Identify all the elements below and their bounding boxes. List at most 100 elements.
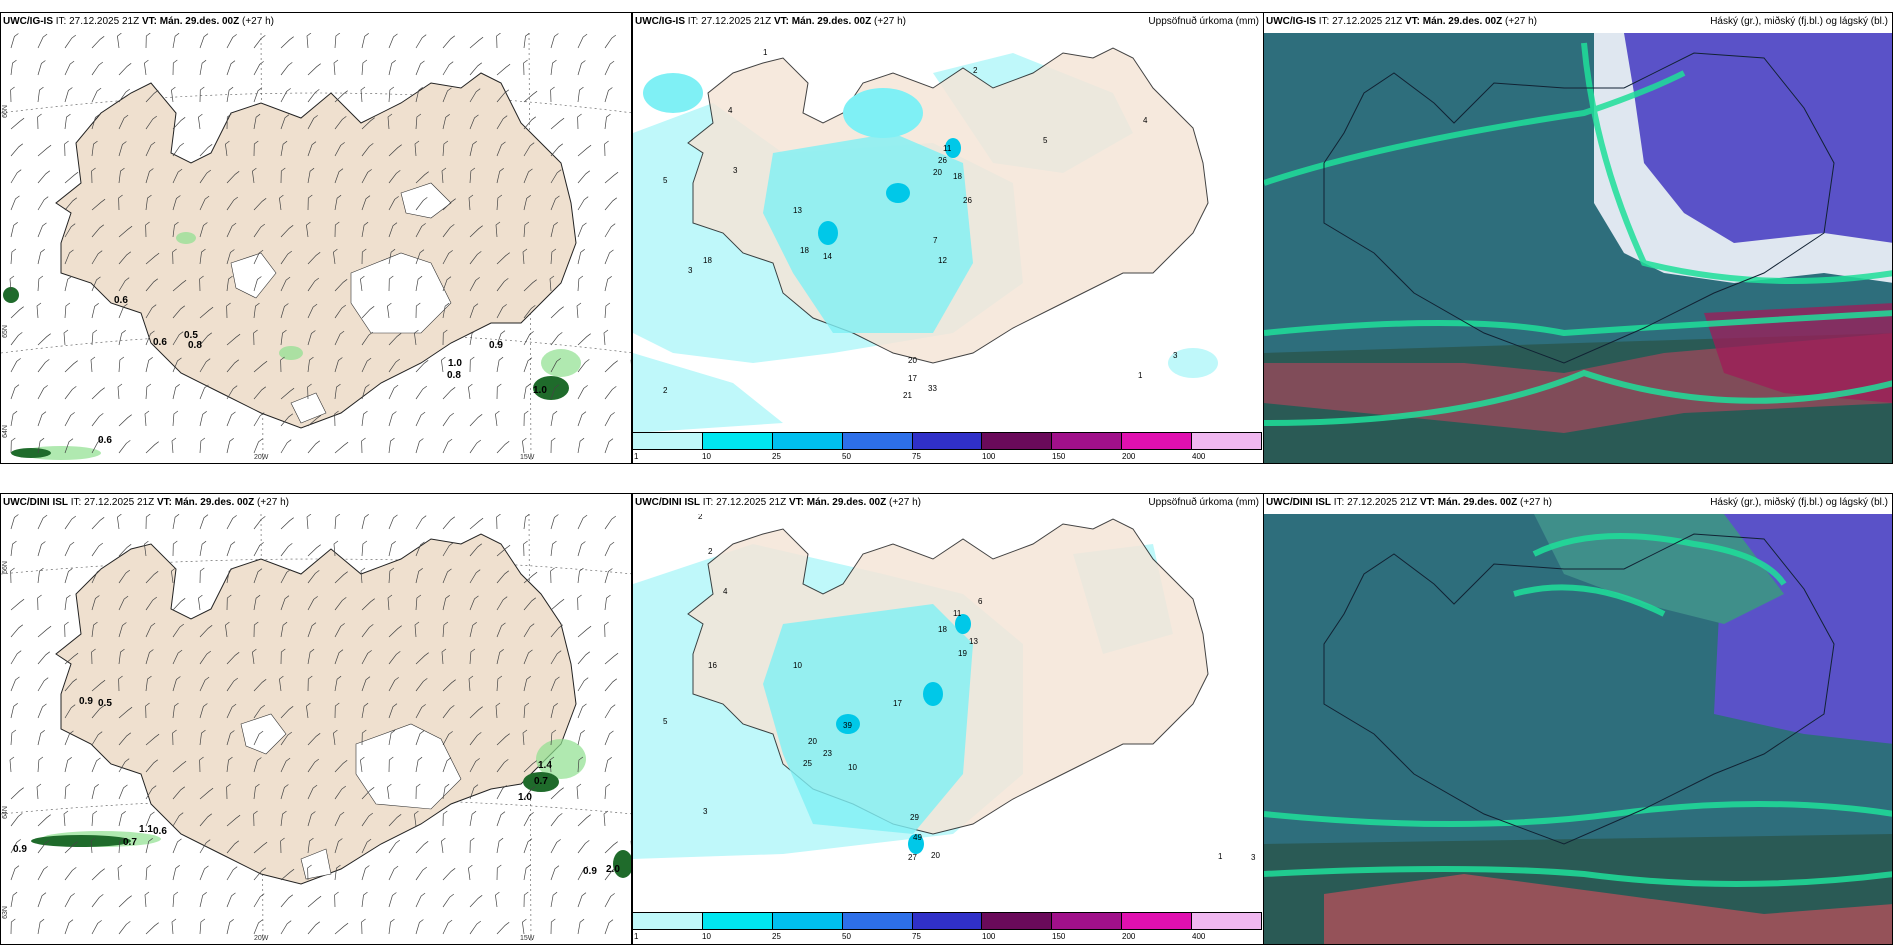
wind-barb: [118, 595, 129, 611]
wind-barb: [604, 113, 611, 130]
wind-barb: [415, 171, 429, 184]
wind-barb: [253, 386, 267, 400]
wind-barb: [172, 248, 177, 265]
wind-barb: [361, 865, 370, 881]
colorbar-segment: [842, 433, 913, 449]
wind-barb: [469, 569, 481, 584]
wind-barb: [117, 33, 122, 49]
wind-barb: [253, 140, 259, 157]
wind-barb: [36, 302, 42, 319]
wind-barb: [388, 275, 394, 292]
wind-barb: [415, 730, 425, 746]
wind-barb: [361, 812, 374, 827]
wind-barb: [442, 198, 456, 211]
wind-barb: [469, 414, 483, 427]
wind-barb: [90, 356, 96, 373]
wind-barb: [442, 87, 452, 103]
wind-barb: [280, 225, 294, 238]
wind-barb: [226, 249, 235, 265]
wind-barb: [604, 360, 618, 373]
wind-barb: [172, 305, 186, 319]
wind-barb: [496, 141, 506, 157]
wind-barb: [253, 542, 264, 557]
colorbar-label: 10: [702, 932, 711, 941]
wind-barb: [145, 33, 151, 49]
wind-barbs: [9, 514, 631, 935]
wind-barb: [118, 758, 130, 773]
wind-barb: [199, 384, 209, 400]
wind-barb: [388, 839, 401, 854]
wind-barb: [334, 90, 348, 103]
wind-barb: [334, 441, 349, 454]
wind-barb: [9, 756, 15, 773]
wind-barb: [496, 383, 502, 400]
wind-barb: [577, 651, 591, 665]
wind-barb: [253, 223, 266, 238]
wind-barb: [388, 625, 402, 638]
wind-barb: [117, 383, 123, 400]
wind-barb: [172, 812, 184, 827]
value-label: 1.1: [139, 824, 153, 835]
colorbar-segment: [633, 913, 703, 929]
wind-barb: [9, 275, 15, 292]
wind-barb: [496, 168, 504, 184]
wind-barb: [199, 787, 214, 800]
wind-barb: [198, 594, 203, 611]
wind-barb: [64, 783, 71, 800]
wind-barb: [360, 567, 366, 584]
wind-barb: [91, 621, 98, 638]
wind-barb: [10, 86, 15, 103]
wind-barb: [496, 837, 504, 854]
wind-barb: [603, 810, 609, 827]
wind-barb: [226, 677, 239, 692]
value-label: 26: [938, 156, 947, 165]
wind-barb: [199, 248, 206, 265]
wind-barb: [145, 864, 152, 881]
wind-barb: [523, 649, 533, 665]
wind-barb: [604, 140, 609, 157]
wind-barb: [496, 759, 509, 773]
colorbar-label: 50: [842, 932, 851, 941]
wind-barb: [523, 838, 533, 854]
value-label: 4: [723, 587, 728, 596]
wind-barb: [37, 437, 45, 454]
wind-barb: [495, 891, 500, 908]
precip-map-bottom: 2 4 5 3 16 10 39 20 25 23 10 29 49 27 20…: [633, 514, 1256, 862]
wind-barb: [441, 356, 446, 373]
colorbar-segment: [772, 433, 843, 449]
wind-barb: [253, 704, 266, 719]
wind-barb: [199, 892, 207, 908]
wind-barb: [577, 730, 585, 746]
wind-barb: [64, 893, 75, 908]
wind-barb: [280, 706, 294, 719]
wind-barb: [334, 116, 347, 130]
wind-barb: [550, 787, 564, 800]
wind-barb: [172, 676, 181, 692]
wind-barb: [145, 141, 156, 157]
wind-barb: [91, 413, 104, 427]
cloud-map-bottom: [1264, 514, 1892, 944]
wind-barb: [199, 195, 210, 211]
wind-barb: [307, 648, 315, 665]
wind-barb: [577, 359, 590, 373]
colorbar-label: 150: [1052, 932, 1066, 941]
wind-barb: [145, 221, 150, 238]
value-label: 18: [953, 172, 962, 181]
wind-barb: [442, 919, 453, 935]
colorbar-segment: [1122, 913, 1193, 929]
wind-barb: [469, 329, 477, 346]
wind-barb: [253, 329, 258, 346]
wind-barb: [307, 356, 314, 373]
value-label: 0.8: [447, 370, 461, 381]
wind-barb: [496, 570, 510, 584]
wind-barb: [91, 329, 98, 346]
wind-barb: [523, 864, 531, 881]
wind-barb: [577, 625, 592, 638]
wind-barb: [469, 62, 483, 76]
colorbar-labels-bottom: 1 10 25 50 75 100 150 200 400: [632, 932, 1262, 944]
wind-barb: [144, 59, 149, 76]
wind-barb: [91, 439, 102, 454]
wind-barb: [64, 87, 73, 103]
wind-barb: [91, 731, 103, 746]
wind-barb: [523, 891, 529, 908]
